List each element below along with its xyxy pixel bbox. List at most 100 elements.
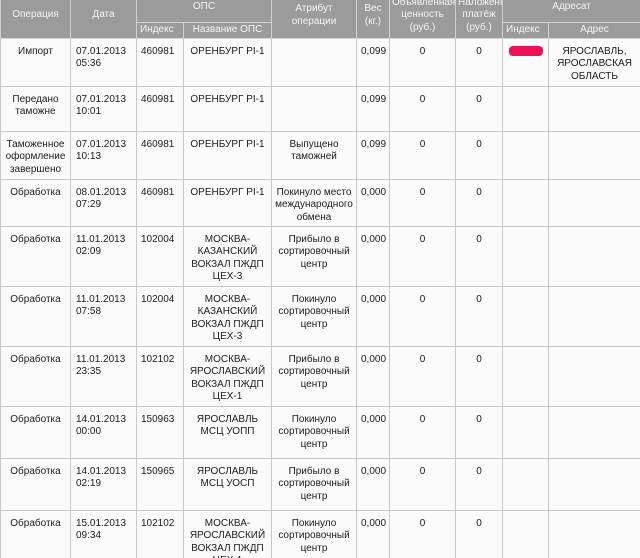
cell-cod: 0 (455, 406, 503, 459)
cell-declared-value: 0 (389, 179, 456, 227)
cell-date: 11.01.2013 23:35 (70, 346, 137, 407)
header-date: Дата (70, 0, 137, 39)
cell-date: 07.01.2013 10:13 (70, 131, 137, 180)
cell-operation: Обработка (0, 458, 71, 511)
cell-dest-address (548, 86, 640, 132)
cell-declared-value: 0 (389, 226, 456, 287)
cell-dest-address: ЯРОСЛАВЛЬ, ЯРОСЛАВСКАЯ ОБЛАСТЬ (548, 38, 640, 87)
cell-operation: Импорт (0, 38, 71, 87)
cell-attribute: Покинуло место международного обмена (271, 179, 357, 227)
cell-date: 14.01.2013 00:00 (70, 406, 137, 459)
cell-ops-index: 150965 (136, 458, 184, 511)
cell-operation: Обработка (0, 286, 71, 347)
cell-dest-index (502, 131, 549, 180)
cell-dest-address (548, 286, 640, 347)
cell-cod: 0 (455, 346, 503, 407)
cell-ops-index: 102004 (136, 286, 184, 347)
cell-date: 11.01.2013 07:58 (70, 286, 137, 347)
header-weight: Вес (кг.) (356, 0, 390, 39)
cell-ops-index: 460981 (136, 131, 184, 180)
cell-weight: 0,000 (356, 226, 390, 287)
cell-cod: 0 (455, 458, 503, 511)
header-ops-name: Название ОПС (183, 22, 272, 39)
cell-weight: 0,000 (356, 286, 390, 347)
cell-dest-index (502, 510, 549, 558)
cell-operation: Передано таможне (0, 86, 71, 132)
cell-dest-address (548, 510, 640, 558)
cell-attribute: Покинуло сортировочный центр (271, 406, 357, 459)
cell-operation: Таможенное оформление завершено (0, 131, 71, 180)
cell-declared-value: 0 (389, 458, 456, 511)
cell-attribute: Покинуло сортировочный центр (271, 286, 357, 347)
cell-ops-name: ОРЕНБУРГ PI-1 (183, 86, 272, 132)
cell-ops-name: МОСКВА-ЯРОСЛАВСКИЙ ВОКЗАЛ ПЖДП ЦЕХ-1 (183, 346, 272, 407)
table-row: Обработка 11.01.2013 02:09 102004 МОСКВА-КА… (0, 226, 640, 287)
cell-dest-index (502, 86, 549, 132)
cell-attribute: Покинуло сортировочный центр (271, 510, 357, 558)
cell-date: 11.01.2013 02:09 (70, 226, 137, 287)
cell-operation: Обработка (0, 510, 71, 558)
cell-attribute: Прибыло в сортировочный центр (271, 346, 357, 407)
table-row: Обработка 11.01.2013 23:35 102102 МОСКВА-ЯР… (0, 346, 640, 407)
cell-date: 07.01.2013 10:01 (70, 86, 137, 132)
cell-weight: 0,000 (356, 179, 390, 227)
table-row: Обработка 14.01.2013 02:19 150965 ЯРОСЛАВЛЬ… (0, 458, 640, 511)
header-cod: Наложенный платёж (руб.) (455, 0, 503, 39)
cell-attribute (271, 86, 357, 132)
cell-ops-index: 150963 (136, 406, 184, 459)
cell-ops-index: 460981 (136, 179, 184, 227)
cell-declared-value: 0 (389, 131, 456, 180)
cell-ops-name: ОРЕНБУРГ PI-1 (183, 131, 272, 180)
cell-weight: 0,000 (356, 458, 390, 511)
cell-cod: 0 (455, 179, 503, 227)
cell-cod: 0 (455, 38, 503, 87)
cell-declared-value: 0 (389, 346, 456, 407)
header-dest-index: Индекс (502, 22, 549, 39)
header-dest-address: Адрес (548, 22, 640, 39)
cell-ops-name: ЯРОСЛАВЛЬ МСЦ УОСП (183, 458, 272, 511)
table-row: Обработка 11.01.2013 07:58 102004 МОСКВА-КА… (0, 286, 640, 347)
cell-declared-value: 0 (389, 286, 456, 347)
cell-dest-index (502, 179, 549, 227)
cell-dest-address (548, 226, 640, 287)
header-ops-index: Индекс (136, 22, 184, 39)
cell-ops-name: МОСКВА-КАЗАНСКИЙ ВОКЗАЛ ПЖДП ЦЕХ-3 (183, 226, 272, 287)
cell-dest-address (548, 179, 640, 227)
cell-cod: 0 (455, 226, 503, 287)
cell-declared-value: 0 (389, 406, 456, 459)
cell-ops-name: ЯРОСЛАВЛЬ МСЦ УОПП (183, 406, 272, 459)
cell-attribute: Прибыло в сортировочный центр (271, 226, 357, 287)
cell-attribute: Выпущено таможней (271, 131, 357, 180)
cell-dest-address (548, 406, 640, 459)
cell-dest-address (548, 458, 640, 511)
cell-operation: Обработка (0, 406, 71, 459)
cell-cod: 0 (455, 131, 503, 180)
table-row: Обработка 14.01.2013 00:00 150963 ЯРОСЛАВЛЬ… (0, 406, 640, 459)
cell-cod: 0 (455, 510, 503, 558)
cell-dest-index (502, 38, 549, 87)
cell-attribute (271, 38, 357, 87)
cell-dest-index (502, 406, 549, 459)
cell-date: 07.01.2013 05:36 (70, 38, 137, 87)
cell-ops-index: 102102 (136, 346, 184, 407)
cell-dest-address (548, 131, 640, 180)
cell-dest-index (502, 346, 549, 407)
cell-dest-index (502, 458, 549, 511)
redaction-mark (508, 46, 543, 57)
cell-ops-index: 102004 (136, 226, 184, 287)
cell-declared-value: 0 (389, 38, 456, 87)
table-row: Передано таможне 07.01.2013 10:01 460981 ОР… (0, 86, 640, 132)
cell-ops-name: ОРЕНБУРГ PI-1 (183, 38, 272, 87)
header-ops-group: ОПС (136, 0, 272, 23)
cell-attribute: Прибыло в сортировочный центр (271, 458, 357, 511)
cell-ops-index: 102102 (136, 510, 184, 558)
cell-ops-name: МОСКВА-КАЗАНСКИЙ ВОКЗАЛ ПЖДП ЦЕХ-3 (183, 286, 272, 347)
table-row: Обработка 08.01.2013 07:29 460981 ОРЕНБУРГ … (0, 179, 640, 227)
cell-weight: 0,099 (356, 38, 390, 87)
cell-operation: Обработка (0, 179, 71, 227)
cell-operation: Обработка (0, 346, 71, 407)
cell-weight: 0,099 (356, 86, 390, 132)
header-attribute: Атрибут операции (271, 0, 357, 39)
